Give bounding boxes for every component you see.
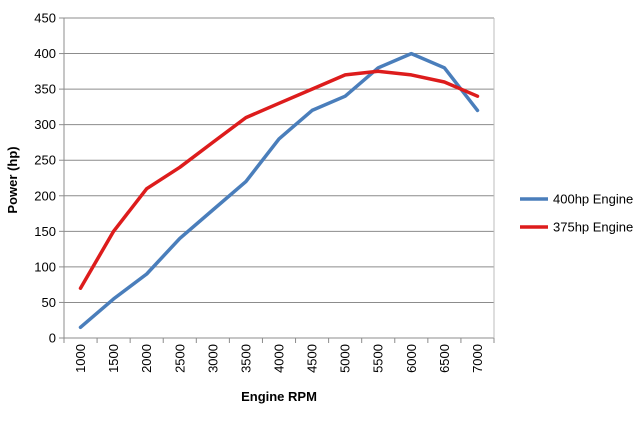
y-tick-label: 250 <box>34 153 56 168</box>
y-tick-label: 100 <box>34 259 56 274</box>
x-tick-label: 3500 <box>238 344 253 373</box>
legend-label-0: 400hp Engine <box>553 192 633 207</box>
legend-label-1: 375hp Engine <box>553 220 633 235</box>
x-tick-label: 4000 <box>272 344 287 373</box>
legend: 400hp Engine 375hp Engine <box>520 192 633 235</box>
x-tick-label: 1500 <box>106 344 121 373</box>
series-line-0 <box>78 51 480 330</box>
y-tick-label: 300 <box>34 117 56 132</box>
y-tick-label: 50 <box>42 295 56 310</box>
y-tick-label: 200 <box>34 188 56 203</box>
x-tick-label: 4500 <box>305 344 320 373</box>
x-tick-label: 3000 <box>205 344 220 373</box>
x-tick-labels: 1000 1500 2000 2500 3000 3500 4000 4500 5000 5500… <box>73 344 485 373</box>
x-tick-label: 6000 <box>404 344 419 373</box>
y-axis-title: Power (hp) <box>5 146 20 213</box>
x-tick-label: 1000 <box>73 344 88 373</box>
axes <box>59 17 495 343</box>
y-tick-label: 400 <box>34 46 56 61</box>
gridlines <box>64 17 494 303</box>
x-tick-label: 6500 <box>437 344 452 373</box>
y-tick-label: 350 <box>34 82 56 97</box>
series-line-1 <box>78 69 480 290</box>
x-tick-label: 5000 <box>338 344 353 373</box>
x-tick-label: 5500 <box>371 344 386 373</box>
x-tick-label: 2000 <box>139 344 154 373</box>
y-tick-labels: 0 50 100 150 200 250 300 350 400 450 <box>34 11 56 346</box>
y-tick-label: 450 <box>34 11 56 26</box>
x-tick-label: 7000 <box>470 344 485 373</box>
x-axis-title: Engine RPM <box>241 389 317 404</box>
x-tick-label: 2500 <box>172 344 187 373</box>
y-tick-label: 0 <box>49 331 56 346</box>
y-tick-label: 150 <box>34 224 56 239</box>
series-lines <box>78 51 480 330</box>
